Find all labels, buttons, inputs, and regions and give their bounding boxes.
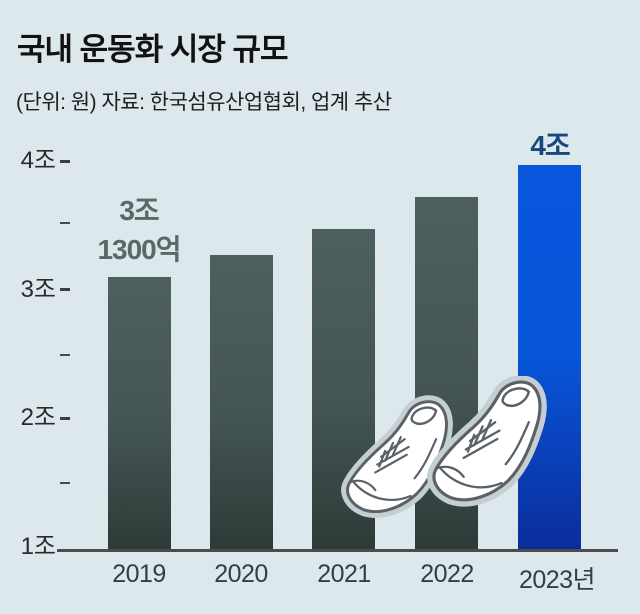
- x-tick-label-2020: 2020: [214, 560, 268, 588]
- y-tick-label-3: 3조: [20, 276, 56, 303]
- y-tick-label-1: 1조: [20, 533, 56, 560]
- x-tick-label-2023: 2023년: [518, 566, 596, 594]
- bar-2019-value-label: 3조 1300억: [69, 191, 209, 269]
- y-minor-tick-mark: [60, 482, 70, 484]
- bar-2019: [108, 277, 171, 550]
- sneakers-illustration: [338, 376, 553, 524]
- chart-source-note: (단위: 원) 자료: 한국섬유산업협회, 업계 추산: [16, 91, 392, 114]
- y-tick-label-2: 2조: [20, 404, 56, 431]
- bar-2020: [210, 255, 273, 550]
- x-tick-label-2022: 2022: [420, 560, 474, 588]
- bar-2023-value-label: 4조: [530, 130, 570, 161]
- x-tick-label-2021: 2021: [317, 560, 371, 588]
- y-minor-tick-mark: [60, 222, 70, 224]
- bar-2023-highlighted: [518, 165, 581, 550]
- y-tick-label-4: 4조: [20, 147, 56, 174]
- bar-2019-value-line1: 3조: [119, 195, 159, 226]
- y-minor-tick-mark: [60, 354, 70, 356]
- y-tick-mark: [60, 288, 70, 291]
- page-title: 국내 운동화 시장 규모: [17, 32, 289, 67]
- x-tick-label-2019: 2019: [112, 560, 166, 588]
- x-axis-baseline: [57, 549, 618, 552]
- y-tick-mark: [60, 417, 70, 420]
- y-tick-mark: [60, 160, 70, 163]
- bar-2019-value-line2: 1300억: [97, 234, 181, 265]
